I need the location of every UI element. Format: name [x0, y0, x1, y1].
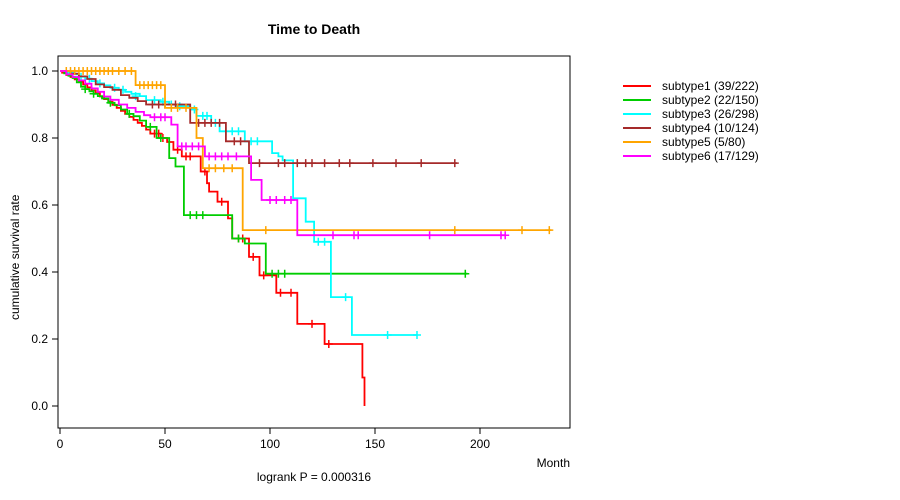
legend-label: subtype4 (10/124) [662, 121, 759, 135]
survival-curve [60, 70, 552, 231]
legend-label: subtype1 (39/222) [662, 79, 759, 93]
legend-swatch [623, 155, 651, 157]
legend-label: subtype3 (26/298) [662, 107, 759, 121]
x-tick-label: 50 [158, 437, 172, 451]
logrank-annotation: logrank P = 0.000316 [256, 470, 372, 484]
legend-swatch [623, 113, 651, 115]
y-tick-label: 0.6 [31, 198, 48, 212]
plot-frame [57, 55, 571, 429]
legend-label: subtype5 (5/80) [662, 135, 746, 149]
x-tick-label: 100 [260, 437, 280, 451]
legend-item-1: subtype1 (39/222) [623, 79, 759, 93]
x-tick-label: 150 [365, 437, 385, 451]
y-tick-label: 0.0 [31, 399, 48, 413]
y-tick-label: 0.8 [31, 131, 48, 145]
x-axis: 0 50 100 150 200 [57, 428, 490, 451]
series-3 [60, 70, 421, 339]
legend-item-2: subtype2 (22/150) [623, 93, 759, 107]
survival-curve [60, 70, 417, 336]
legend-label: subtype6 (17/129) [662, 149, 759, 163]
y-tick-label: 0.2 [31, 332, 48, 346]
legend: subtype1 (39/222) subtype2 (22/150) subtyp… [623, 79, 759, 163]
legend-swatch [623, 85, 651, 87]
legend-swatch [623, 99, 651, 101]
x-tick-label: 0 [57, 437, 64, 451]
y-tick-label: 1.0 [31, 64, 48, 78]
censor-marks [150, 113, 510, 240]
legend-item-3: subtype3 (26/298) [623, 107, 759, 121]
legend-swatch [623, 127, 651, 129]
series-5 [60, 67, 554, 235]
survival-curve [60, 70, 457, 164]
y-tick-label: 0.4 [31, 265, 48, 279]
censor-marks [62, 67, 554, 235]
series-4 [60, 70, 459, 168]
series-2 [60, 70, 470, 278]
censor-marks [81, 85, 470, 278]
legend-label: subtype2 (22/150) [662, 93, 759, 107]
legend-swatch [623, 141, 651, 143]
legend-item-5: subtype5 (5/80) [623, 135, 759, 149]
legend-item-6: subtype6 (17/129) [623, 149, 759, 163]
legend-item-4: subtype4 (10/124) [623, 121, 759, 135]
series-6 [60, 70, 510, 240]
survival-curve [60, 70, 468, 275]
x-axis-label: Month [536, 456, 570, 470]
chart-title: Time to Death [267, 21, 361, 37]
y-axis: 1.0 0.8 0.6 0.4 0.2 0.0 [31, 64, 58, 413]
x-tick-label: 200 [470, 437, 490, 451]
